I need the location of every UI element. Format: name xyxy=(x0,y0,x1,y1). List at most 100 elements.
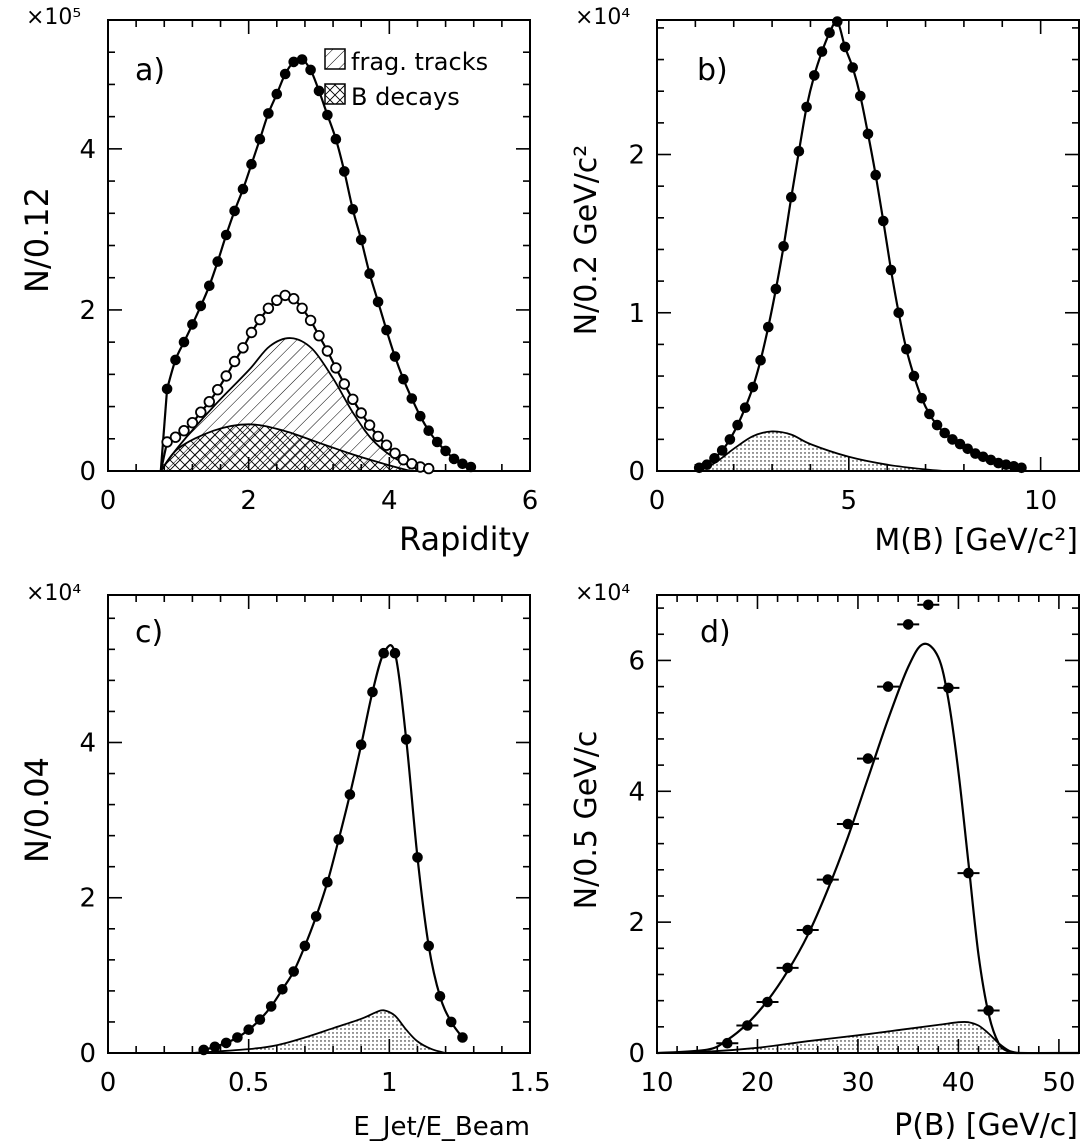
data-point xyxy=(801,101,812,113)
data-point xyxy=(243,1024,254,1035)
data-point xyxy=(277,984,288,995)
area-outline-1 xyxy=(695,430,945,472)
fit-curve-0 xyxy=(698,20,1022,469)
y-tick-label: 4 xyxy=(79,728,96,758)
x-tick-label: 0 xyxy=(100,1068,117,1098)
y-tick-label: 0 xyxy=(79,457,96,487)
data-point xyxy=(724,434,736,445)
x-axis-label: Rapidity xyxy=(399,520,530,558)
open-data-point xyxy=(380,439,393,451)
data-point xyxy=(288,966,300,977)
panel-c-marks xyxy=(192,644,468,1056)
open-data-point xyxy=(296,302,308,315)
data-point xyxy=(842,818,854,830)
data-point xyxy=(344,789,356,800)
open-data-point xyxy=(355,407,367,419)
fit-curve-0 xyxy=(203,644,464,1051)
open-data-point xyxy=(313,330,325,342)
data-point xyxy=(923,599,934,611)
panel-d: 10 20 30 40 50 0 2 4 6 d) ×10⁴ P(B) [GeV/c] N/0.… xyxy=(569,581,1080,1143)
data-point xyxy=(400,734,412,745)
panel-b: 0 5 10 0 1 2 b) ×10⁴ M(B) [GeV/c²] N/0.2 GeV/… xyxy=(569,5,1080,558)
data-point xyxy=(882,681,894,692)
x-tick-label: 2 xyxy=(240,486,257,516)
data-point xyxy=(322,876,333,888)
y-tick-label: 2 xyxy=(628,908,645,938)
fit-curve-1 xyxy=(656,642,1080,1055)
panel-a: 0 2 4 6 0 2 4 a) ×10⁵ Rapidity N/0.12 frag. tr… xyxy=(18,5,538,558)
open-data-point xyxy=(271,294,283,307)
data-point xyxy=(296,54,308,65)
x-tick-label: 5 xyxy=(841,486,858,516)
data-point xyxy=(198,1044,209,1056)
data-point xyxy=(406,393,418,404)
data-point xyxy=(322,109,333,121)
data-point xyxy=(313,85,325,97)
y-tick-label: 6 xyxy=(628,646,645,676)
data-point xyxy=(263,108,274,119)
data-point xyxy=(943,682,954,694)
open-data-point xyxy=(211,384,224,396)
open-data-point xyxy=(203,396,216,408)
x-axis-label: E_Jet/E_Beam xyxy=(353,1112,530,1142)
data-point xyxy=(709,453,720,464)
data-point xyxy=(782,962,793,974)
data-point xyxy=(271,88,283,100)
y-tick-label: 2 xyxy=(79,296,96,326)
data-point xyxy=(739,402,751,414)
data-point xyxy=(333,834,345,845)
data-point xyxy=(916,392,928,404)
x-tick-label: 10 xyxy=(640,1068,673,1098)
data-point xyxy=(732,419,743,431)
x-tick-label: 20 xyxy=(741,1068,774,1098)
open-data-point xyxy=(262,302,275,315)
data-point xyxy=(279,68,291,80)
plot-frame xyxy=(107,594,531,1054)
data-point xyxy=(161,383,173,395)
open-data-point xyxy=(195,406,207,418)
data-point xyxy=(862,128,874,140)
open-data-point xyxy=(228,355,241,368)
panel-d-ticks: 10 20 30 40 50 0 2 4 6 xyxy=(628,595,1080,1098)
data-point xyxy=(220,229,232,241)
open-data-point xyxy=(347,393,359,406)
legend-label-frag-tracks: frag. tracks xyxy=(351,48,488,76)
panel-d-marks xyxy=(656,599,1080,1055)
data-point xyxy=(762,996,773,1008)
x-tick-label: 0.5 xyxy=(228,1068,269,1098)
data-point xyxy=(381,324,392,336)
data-point xyxy=(209,1041,221,1053)
data-point xyxy=(816,46,828,57)
area-outline-1 xyxy=(192,1009,446,1054)
data-point xyxy=(330,133,342,145)
data-point xyxy=(839,41,851,53)
y-tick-label: 2 xyxy=(79,884,96,914)
data-point xyxy=(931,419,943,431)
data-point xyxy=(431,436,443,448)
data-point xyxy=(237,183,249,195)
data-point xyxy=(212,256,223,267)
open-data-point xyxy=(423,462,435,475)
data-point xyxy=(902,619,914,630)
data-point xyxy=(755,354,766,366)
panel-label: c) xyxy=(135,615,163,650)
data-point xyxy=(246,158,257,170)
data-point xyxy=(847,62,859,73)
open-data-point xyxy=(389,447,401,460)
data-point xyxy=(254,133,266,145)
data-point xyxy=(195,300,207,312)
area-outline-2 xyxy=(656,1020,1019,1054)
x-tick-label: 30 xyxy=(841,1068,874,1098)
open-data-point xyxy=(372,430,384,443)
legend: frag. tracks B decays xyxy=(324,48,488,111)
data-point xyxy=(434,991,446,1002)
panel-c: 0 0.5 1 1.5 0 2 4 c) ×10⁴ E_Jet/E_Beam N/0.04 xyxy=(18,581,551,1142)
area-outline-3 xyxy=(160,423,411,472)
data-point xyxy=(701,459,713,471)
x-tick-label: 1 xyxy=(381,1068,398,1098)
open-data-point xyxy=(245,326,258,339)
area-fill-3 xyxy=(160,424,411,471)
y-tick-label: 0 xyxy=(628,1039,645,1069)
panel-label: d) xyxy=(700,615,731,650)
